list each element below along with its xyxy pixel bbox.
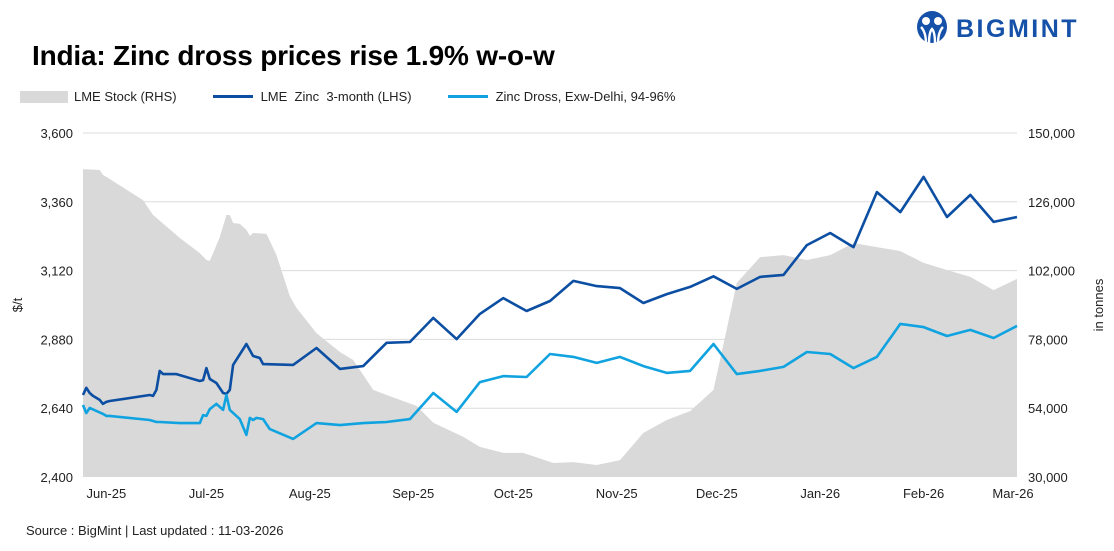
legend-item-lme-stock: LME Stock (RHS): [20, 89, 177, 104]
x-tick-label: Oct-25: [494, 486, 533, 501]
x-tick-label: Jan-26: [800, 486, 840, 501]
legend-label: LME Stock (RHS): [74, 89, 177, 104]
series-area-lme-stock: [83, 169, 1017, 477]
bigmint-logo: BIGMINT: [916, 10, 1079, 48]
legend-item-lme-zinc: LME Zinc 3-month (LHS): [212, 89, 412, 104]
y-tick-label-right: 78,000: [1028, 332, 1068, 347]
x-tick-label: Sep-25: [392, 486, 434, 501]
y-tick-label-left: 2,640: [40, 401, 73, 416]
x-tick-label: Feb-26: [903, 486, 944, 501]
legend-swatch-lme-stock: [20, 90, 68, 103]
y-tick-label-left: 3,360: [40, 195, 73, 210]
legend-label: LME Zinc 3-month (LHS): [260, 89, 412, 104]
bigmint-logo-icon: [917, 11, 947, 46]
chart-title: India: Zinc dross prices rise 1.9% w-o-w: [32, 40, 555, 71]
legend-label: Zinc Dross, Exw-Delhi, 94-96%: [495, 89, 676, 104]
legend-swatch-zinc-dross: [447, 95, 488, 98]
x-tick-label: Jun-25: [86, 486, 126, 501]
x-tick-label: Nov-25: [596, 486, 638, 501]
logo-text: BIGMINT: [956, 14, 1080, 43]
y-tick-label-right: 30,000: [1028, 470, 1068, 485]
y-axis-label-right: in tonnes: [1091, 278, 1106, 331]
y-tick-label-left: 2,880: [40, 332, 73, 347]
legend-item-zinc-dross: Zinc Dross, Exw-Delhi, 94-96%: [447, 89, 676, 104]
y-tick-label-right: 150,000: [1028, 126, 1075, 141]
x-tick-label: Aug-25: [289, 486, 331, 501]
x-tick-label: Dec-25: [696, 486, 738, 501]
y-tick-label-left: 3,120: [40, 264, 73, 279]
y-tick-label-right: 54,000: [1028, 401, 1068, 416]
source-note: Source : BigMint | Last updated : 11-03-…: [26, 523, 284, 538]
y-tick-label-right: 102,000: [1028, 264, 1075, 279]
legend-swatch-lme-zinc: [212, 95, 253, 98]
y-tick-label-right: 126,000: [1028, 195, 1075, 210]
x-tick-label: Jul-25: [189, 486, 224, 501]
y-tick-label-left: 3,600: [40, 126, 73, 141]
y-tick-label-left: 2,400: [40, 470, 73, 485]
x-tick-label: Mar-26: [992, 486, 1033, 501]
legend: LME Stock (RHS) LME Zinc 3-month (LHS) Z…: [20, 89, 711, 104]
y-axis-label-left: $/t: [10, 297, 25, 312]
